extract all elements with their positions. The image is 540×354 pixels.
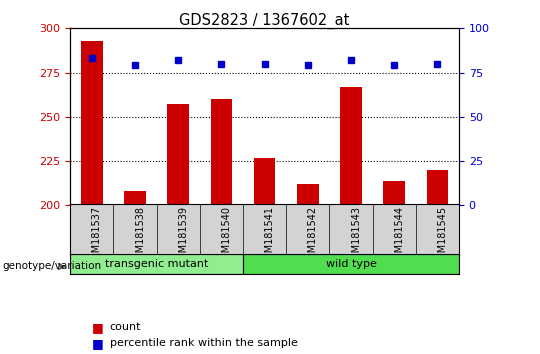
Text: GSM181542: GSM181542 [308, 206, 318, 265]
Bar [427, 170, 448, 205]
Bar [211, 99, 232, 205]
Text: GDS2823 / 1367602_at: GDS2823 / 1367602_at [179, 12, 350, 29]
Text: ■: ■ [92, 321, 104, 334]
Text: GSM181538: GSM181538 [135, 206, 145, 265]
Text: wild type: wild type [326, 259, 376, 269]
Text: GSM181540: GSM181540 [221, 206, 232, 265]
Bar [124, 191, 146, 205]
Text: ■: ■ [92, 337, 104, 350]
Text: GSM181541: GSM181541 [265, 206, 275, 265]
Bar [254, 158, 275, 205]
Bar [297, 184, 319, 205]
Text: GSM181539: GSM181539 [178, 206, 188, 265]
Text: GSM181545: GSM181545 [437, 206, 448, 265]
Text: GSM181544: GSM181544 [394, 206, 404, 265]
Bar [340, 87, 362, 205]
Bar [383, 181, 405, 205]
Text: percentile rank within the sample: percentile rank within the sample [110, 338, 298, 348]
Text: GSM181543: GSM181543 [351, 206, 361, 265]
Text: genotype/variation: genotype/variation [3, 261, 102, 271]
Bar [70, 254, 243, 274]
Bar [167, 104, 189, 205]
Text: GSM181537: GSM181537 [92, 206, 102, 265]
Bar [243, 254, 459, 274]
Text: count: count [110, 322, 141, 332]
Bar [81, 41, 103, 205]
Text: transgenic mutant: transgenic mutant [105, 259, 208, 269]
